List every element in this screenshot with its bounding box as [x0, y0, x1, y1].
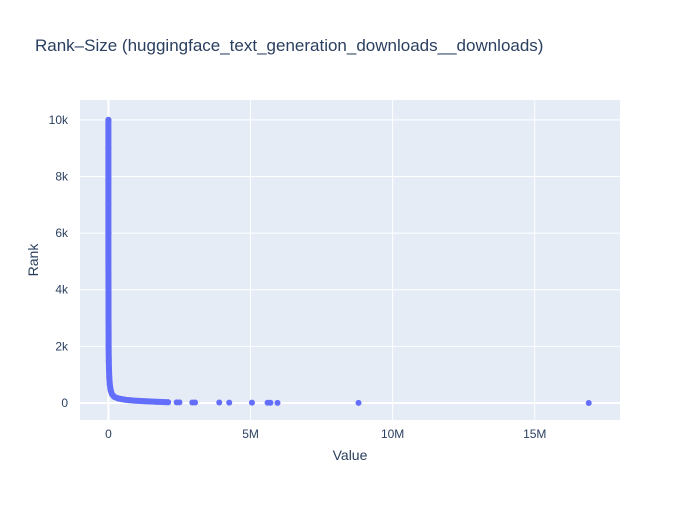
plot-area: [80, 100, 620, 420]
data-point: [105, 366, 112, 373]
y-tick-label: 10k: [49, 113, 69, 127]
data-point: [105, 258, 112, 265]
data-point: [192, 399, 199, 406]
data-point: [106, 381, 113, 388]
chart-title: Rank–Size (huggingface_text_generation_d…: [35, 36, 543, 55]
data-point: [105, 116, 112, 123]
y-tick-label: 4k: [55, 283, 69, 297]
data-point: [105, 357, 112, 364]
x-tick-label: 10M: [381, 427, 404, 441]
data-point: [153, 398, 160, 405]
data-point: [105, 145, 112, 152]
data-point: [115, 395, 122, 402]
y-tick-label: 0: [61, 396, 68, 410]
data-point: [105, 173, 112, 180]
data-point: [267, 399, 274, 406]
tick-labels: 0 2k 4k 6k 8k 10k 0 5M 10M 15M: [49, 113, 547, 441]
data-points: [105, 116, 592, 406]
data-point: [105, 329, 112, 336]
data-point: [105, 343, 112, 350]
data-point: [105, 315, 112, 322]
data-point: [105, 201, 112, 208]
x-tick-label: 0: [105, 427, 112, 441]
data-point: [105, 230, 112, 237]
data-point: [248, 399, 255, 406]
x-tick-label: 5M: [242, 427, 259, 441]
x-tick-label: 15M: [523, 427, 546, 441]
y-tick-label: 8k: [55, 169, 69, 183]
data-point: [122, 396, 129, 403]
data-point: [585, 399, 592, 406]
data-point: [165, 399, 172, 406]
y-axis-label: Rank: [25, 243, 41, 277]
data-point: [274, 399, 281, 406]
data-point: [142, 398, 149, 405]
y-tick-label: 6k: [55, 226, 69, 240]
data-point: [226, 399, 233, 406]
data-point: [216, 399, 223, 406]
data-point: [176, 399, 183, 406]
y-tick-label: 2k: [55, 339, 69, 353]
data-point: [131, 397, 137, 404]
data-point: [106, 374, 113, 381]
data-point: [355, 399, 362, 406]
data-point: [105, 286, 112, 293]
x-axis-label: Value: [333, 447, 368, 463]
